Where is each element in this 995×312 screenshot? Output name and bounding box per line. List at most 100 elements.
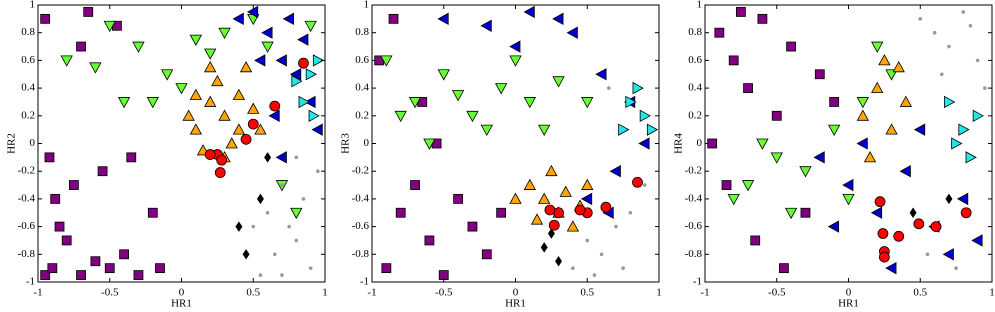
point (261, 26, 273, 39)
x-tick-label: -0.5 (768, 287, 786, 299)
x-axis-label: HR1 (838, 298, 859, 310)
point (932, 30, 937, 35)
point (268, 109, 280, 122)
y-tick-label: 0 (364, 137, 370, 149)
point (756, 138, 769, 150)
point (410, 180, 420, 190)
point (874, 196, 886, 208)
point (308, 109, 320, 122)
x-tick-label: 1 (989, 287, 995, 299)
point (856, 109, 870, 121)
point (305, 68, 317, 81)
point (189, 34, 203, 46)
point (877, 228, 889, 239)
y-tick-label: -0.8 (352, 248, 370, 260)
point (480, 19, 492, 32)
point (779, 263, 789, 274)
point (968, 23, 973, 28)
point (971, 234, 983, 247)
point (261, 41, 274, 53)
point (972, 109, 984, 122)
point (232, 12, 244, 26)
point (298, 95, 310, 109)
point (585, 238, 590, 243)
point (240, 133, 252, 145)
point (160, 69, 174, 81)
point (509, 40, 521, 53)
y-tick-label: -1 (693, 276, 702, 288)
point (580, 192, 593, 206)
point (555, 256, 563, 267)
point (540, 242, 548, 253)
point (592, 273, 597, 277)
point (870, 206, 883, 219)
plot-area (707, 7, 987, 275)
y-tick-label: 0 (697, 137, 703, 149)
y-tick-label: 0.8 (355, 26, 369, 38)
point (211, 74, 224, 87)
point (147, 207, 158, 218)
point (918, 17, 923, 21)
point (50, 193, 61, 204)
point (954, 266, 958, 270)
point (287, 224, 291, 229)
point (264, 152, 272, 163)
x-tick-label: -1 (367, 287, 376, 299)
point (308, 266, 313, 270)
point (155, 263, 165, 274)
point (294, 155, 299, 160)
point (225, 137, 238, 149)
point (741, 180, 755, 192)
point (97, 166, 108, 177)
point (878, 54, 891, 66)
point (214, 167, 226, 178)
y-tick-label: 1 (364, 0, 370, 11)
point (247, 102, 260, 114)
point (983, 86, 987, 90)
x-tick-label: 1 (656, 287, 662, 299)
point (275, 54, 287, 67)
point (54, 221, 65, 232)
point (146, 97, 159, 109)
point (899, 95, 913, 107)
point (913, 123, 926, 136)
point (727, 194, 740, 206)
point (437, 69, 450, 81)
point (424, 235, 435, 246)
point (606, 86, 611, 90)
y-tick-label: -1 (26, 276, 35, 288)
y-tick-label: 0.4 (688, 82, 702, 94)
point (76, 270, 86, 280)
y-tick-label: 0.6 (21, 54, 35, 66)
point (621, 266, 625, 270)
point (272, 252, 277, 257)
x-tick-label: 0 (179, 287, 185, 299)
point (275, 151, 287, 164)
point (204, 60, 217, 73)
point (871, 81, 884, 93)
point (813, 151, 825, 164)
point (961, 10, 966, 14)
point (599, 252, 604, 257)
panel: -1 -0.5 0 0.5 1 -1 -0.8 -0.6 -0.4 -0.2 0 0.2 0.4 0.6 0… (673, 0, 995, 310)
point (204, 149, 216, 160)
point (76, 41, 86, 52)
point (90, 256, 101, 267)
point (930, 221, 942, 233)
y-tick-label: -0.6 (352, 220, 370, 232)
point (800, 207, 811, 218)
point (467, 221, 478, 232)
y-tick-label: 0.6 (355, 54, 369, 66)
point (304, 95, 316, 109)
point (885, 69, 898, 81)
point (251, 224, 256, 229)
x-tick-label: 0.5 (580, 287, 594, 299)
point (618, 123, 630, 136)
point (714, 27, 725, 38)
point (304, 20, 317, 33)
point (395, 207, 406, 218)
point (735, 7, 746, 17)
y-tick-label: 0.6 (688, 54, 702, 66)
point (89, 62, 102, 74)
point (909, 207, 917, 218)
